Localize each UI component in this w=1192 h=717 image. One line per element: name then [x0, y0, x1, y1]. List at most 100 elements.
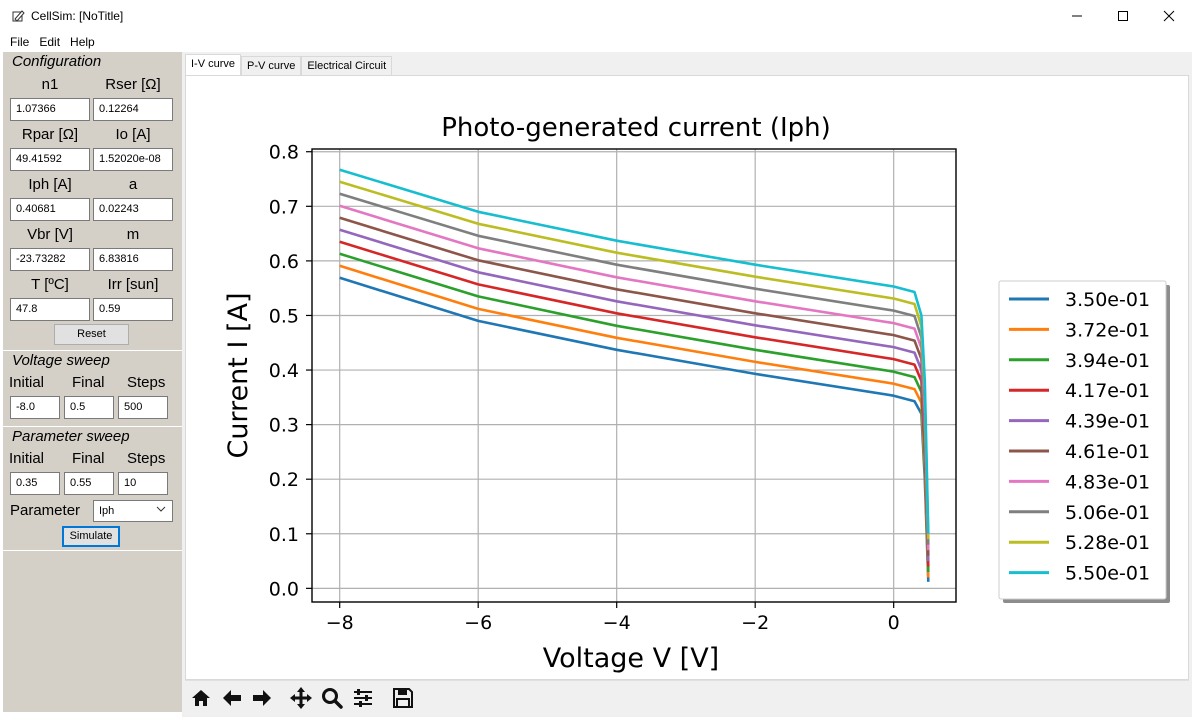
voltage-sweep-title: Voltage sweep	[12, 352, 110, 369]
series-line-8	[339, 180, 930, 540]
y-tick-label: 0.4	[269, 360, 299, 382]
y-tick-label: 0.5	[269, 305, 299, 327]
legend-label: 4.39e-01	[1065, 411, 1150, 433]
label-t: T [ºC]	[31, 276, 69, 293]
home-icon[interactable]	[189, 686, 213, 710]
label-rser: Rser [Ω]	[105, 76, 161, 93]
x-tick-label: 0	[888, 612, 900, 634]
menu-help[interactable]: Help	[70, 35, 95, 49]
back-arrow-icon[interactable]	[220, 686, 244, 710]
io-input[interactable]: 1.52020e-08	[93, 148, 173, 171]
param-initial-input[interactable]: 0.35	[10, 472, 60, 495]
label-vbr: Vbr [V]	[27, 226, 73, 243]
tab-electrical-circuit[interactable]: Electrical Circuit	[301, 56, 393, 77]
param-steps-input[interactable]: 10	[118, 472, 168, 495]
legend-label: 4.17e-01	[1065, 380, 1150, 402]
voltage-final-input[interactable]: 0.5	[64, 396, 114, 419]
label-param-initial: Initial	[9, 450, 45, 467]
left-panel: Configuration n1 Rser [Ω] 1.07366 0.1226…	[3, 52, 182, 712]
label-rpar: Rpar [Ω]	[21, 126, 79, 143]
minimize-icon	[1072, 15, 1082, 17]
x-tick-label: −2	[741, 612, 769, 634]
axes-frame	[311, 148, 957, 603]
label-iph: Iph [A]	[28, 176, 72, 193]
menu-edit[interactable]: Edit	[39, 35, 61, 49]
label-param-final: Final	[72, 450, 105, 467]
y-tick-label: 0.8	[269, 142, 299, 164]
chevron-down-icon	[156, 506, 166, 512]
x-axis-label: Voltage V [V]	[543, 643, 719, 674]
menu-file[interactable]: File	[10, 35, 30, 49]
configuration-title: Configuration	[12, 53, 102, 70]
y-tick-label: 0.3	[269, 415, 299, 437]
window-title: CellSim: [NoTitle]	[31, 9, 124, 23]
zoom-icon[interactable]	[320, 686, 344, 710]
legend-label: 4.83e-01	[1065, 471, 1150, 493]
plot-area: −8 −6 −4 −2 0 0.0 0.1 0.2 0.3 0.4 0.5 0.6 0.7 0.8 Phot…	[185, 75, 1189, 680]
n1-input[interactable]: 1.07366	[10, 98, 90, 121]
plot-toolbar	[185, 680, 1189, 714]
label-param-steps: Steps	[127, 450, 166, 467]
label-voltage-steps: Steps	[127, 374, 166, 391]
tab-pv-curve[interactable]: P-V curve	[241, 56, 302, 77]
separator	[3, 350, 182, 351]
configure-icon[interactable]	[351, 686, 375, 710]
minimize-button[interactable]	[1054, 0, 1100, 32]
a-input[interactable]: 0.02243	[93, 198, 173, 221]
save-icon[interactable]	[391, 686, 415, 710]
reset-button[interactable]: Reset	[54, 324, 129, 345]
m-input[interactable]: 6.83816	[93, 248, 173, 271]
tab-bar: I-V curve P-V curve Electrical Circuit	[185, 54, 393, 77]
legend-label: 5.06e-01	[1065, 502, 1150, 524]
title-bar: CellSim: [NoTitle]	[0, 0, 1192, 32]
label-parameter: Parameter	[10, 502, 81, 519]
y-tick-label: 0.1	[269, 524, 299, 546]
legend-label: 5.50e-01	[1065, 563, 1150, 585]
x-tick-label: −4	[603, 612, 631, 634]
separator	[3, 426, 182, 427]
y-tick-label: 0.6	[269, 251, 299, 273]
series-line-9	[339, 168, 930, 534]
irr-input[interactable]: 0.59	[93, 298, 173, 321]
legend-label: 5.28e-01	[1065, 532, 1150, 554]
y-tick-label: 0.2	[269, 469, 299, 491]
rpar-input[interactable]: 49.41592	[10, 148, 90, 171]
maximize-button[interactable]	[1100, 0, 1146, 32]
label-n1: n1	[41, 76, 59, 93]
window-controls	[1054, 0, 1192, 32]
close-icon	[1163, 10, 1175, 22]
y-axis-label: Current I [A]	[223, 292, 254, 458]
parameter-select[interactable]: Iph	[93, 500, 173, 522]
iph-input[interactable]: 0.40681	[10, 198, 90, 221]
forward-arrow-icon[interactable]	[250, 686, 274, 710]
param-final-input[interactable]: 0.55	[64, 472, 114, 495]
parameter-sweep-title: Parameter sweep	[12, 428, 130, 445]
voltage-initial-input[interactable]: -8.0	[10, 396, 60, 419]
pen-icon	[12, 10, 25, 22]
voltage-steps-input[interactable]: 500	[118, 396, 168, 419]
pan-icon[interactable]	[289, 686, 313, 710]
simulate-button[interactable]: Simulate	[62, 526, 120, 547]
label-voltage-initial: Initial	[9, 374, 45, 391]
maximize-icon	[1118, 11, 1128, 21]
menu-bar: File Edit Help	[0, 32, 1192, 52]
tab-iv-curve[interactable]: I-V curve	[185, 54, 242, 77]
x-tick-label: −8	[326, 612, 354, 634]
rser-input[interactable]: 0.12264	[93, 98, 173, 121]
series-line-7	[339, 192, 930, 545]
separator	[3, 550, 182, 551]
t-input[interactable]: 47.8	[10, 298, 90, 321]
series-line-0	[339, 276, 930, 582]
iv-chart: −8 −6 −4 −2 0 0.0 0.1 0.2 0.3 0.4 0.5 0.6 0.7 0.8 Phot…	[223, 113, 1170, 674]
legend-label: 3.50e-01	[1065, 289, 1150, 311]
label-irr: Irr [sun]	[107, 276, 159, 293]
y-tick-label: 0.7	[269, 196, 299, 218]
x-tick-label: −6	[464, 612, 492, 634]
label-voltage-final: Final	[72, 374, 105, 391]
vbr-input[interactable]: -23.73282	[10, 248, 90, 271]
legend-label: 3.94e-01	[1065, 350, 1150, 372]
y-tick-label: 0.0	[269, 578, 299, 600]
label-io: Io [A]	[115, 126, 151, 143]
legend-label: 4.61e-01	[1065, 441, 1150, 463]
close-button[interactable]	[1146, 0, 1192, 32]
